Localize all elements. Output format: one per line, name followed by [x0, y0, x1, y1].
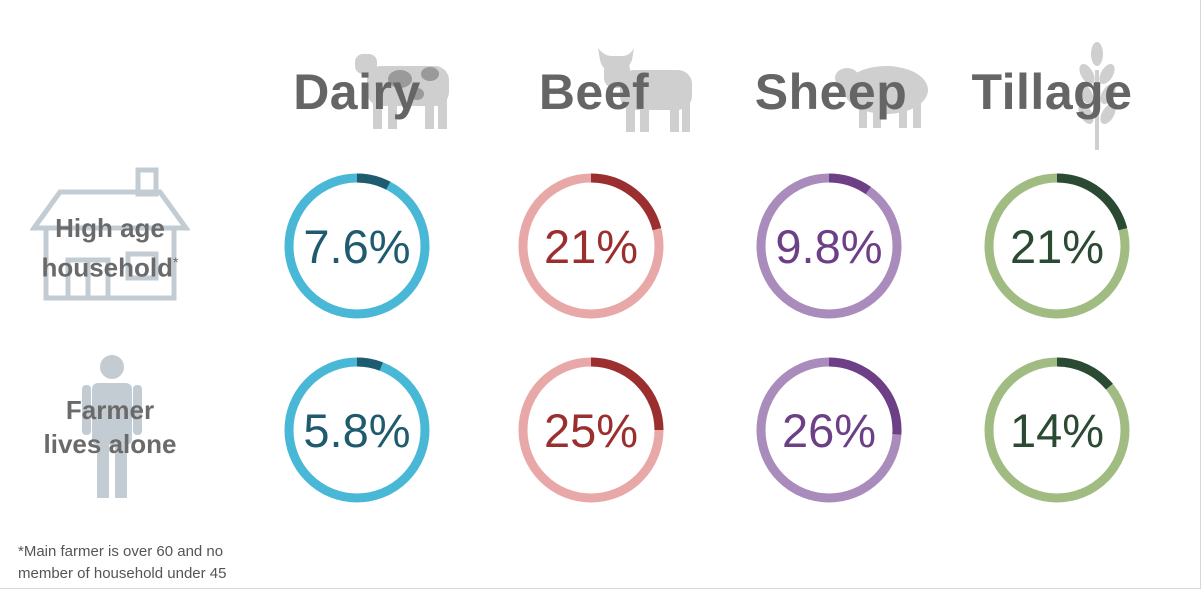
donut-beef-row1: 21% [518, 173, 664, 319]
donut-value-label: 26% [782, 404, 876, 457]
column-header-beef: Beef [474, 48, 714, 132]
donut-value-label: 7.6% [303, 220, 410, 273]
donut-value-label: 5.8% [303, 404, 410, 457]
row-label-line2: household [41, 252, 173, 283]
column-title: Dairy [293, 64, 421, 120]
donut-value-arc [984, 173, 1130, 319]
donut-tillage-row1: 21% [984, 173, 1130, 319]
donut-value-label: 25% [544, 404, 638, 457]
row-label-farmer-lives-alone: Farmer lives alone [20, 393, 200, 461]
column-header-tillage: Tillage [932, 42, 1172, 150]
person-icon [82, 355, 142, 498]
donut-sheep-row1: 9.8% [756, 173, 902, 319]
footnote-marker: * [172, 254, 179, 270]
column-header-sheep: Sheep [711, 62, 951, 132]
column-title: Beef [538, 64, 650, 120]
footnote-line2: member of household under 45 [18, 565, 227, 582]
footnote: *Main farmer is over 60 and no member of… [18, 541, 288, 585]
sheep-icon [835, 66, 928, 128]
footnote-line1: *Main farmer is over 60 and no [18, 543, 224, 560]
bull-icon [598, 48, 692, 132]
column-title: Tillage [971, 64, 1133, 120]
cow-icon [355, 54, 449, 129]
donut-value-label: 21% [1010, 220, 1104, 273]
donut-value-arc [756, 173, 902, 319]
row-label-line2: lives alone [43, 429, 177, 459]
column-title: Sheep [754, 64, 908, 120]
donut-value-label: 21% [544, 220, 638, 273]
wheat-icon [1078, 42, 1116, 150]
house-icon [30, 167, 190, 301]
row-label-high-age-household: High age household* [20, 211, 200, 285]
row-label-line1: Farmer [65, 395, 155, 425]
donut-value-arc [756, 357, 902, 503]
donut-value-arc [284, 357, 430, 503]
donut-dairy-row1: 7.6% [284, 173, 430, 319]
donut-value-label: 14% [1010, 404, 1104, 457]
donut-value-arc [518, 173, 664, 319]
donut-value-label: 9.8% [775, 220, 882, 273]
column-header-dairy: Dairy [237, 54, 477, 132]
donut-beef-row2: 25% [518, 357, 664, 503]
donut-tillage-row2: 14% [984, 357, 1130, 503]
row-label-line1: High age [55, 213, 165, 243]
donut-value-arc [284, 173, 430, 319]
donut-dairy-row2: 5.8% [284, 357, 430, 503]
donut-value-arc [984, 357, 1130, 503]
donut-sheep-row2: 26% [756, 357, 902, 503]
donut-value-arc [518, 357, 664, 503]
